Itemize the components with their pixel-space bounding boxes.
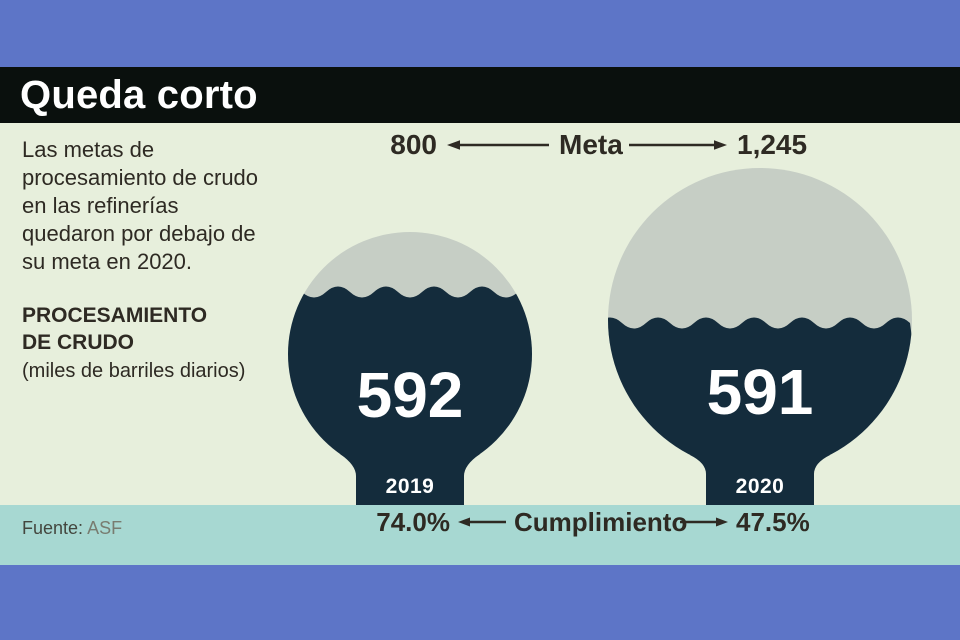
cumplimiento-band: Fuente: ASF: [0, 505, 960, 565]
tank-2019-year-label: 2019: [386, 475, 435, 498]
bottom-frame-bar: [0, 565, 960, 640]
cumplimiento-axis-row: 74.0% Cumplimiento 47.5%: [330, 506, 810, 538]
metric-unit: (miles de barriles diarios): [22, 360, 246, 382]
metric-title-line2: DE CRUDO: [22, 331, 135, 354]
cumplimiento-axis-label: Cumplimiento: [514, 506, 688, 537]
tank-2020-value: 591: [707, 356, 814, 428]
tank-2020-year-label: 2020: [736, 475, 785, 498]
tank-2019-value: 592: [357, 359, 464, 431]
metric-title: PROCESAMIENTO DE CRUDO: [22, 302, 207, 356]
metric-title-line1: PROCESAMIENTO: [22, 304, 208, 327]
meta-axis-label: Meta: [559, 129, 623, 160]
source-note: Fuente: ASF: [22, 518, 122, 539]
title-bar: Queda corto: [0, 67, 960, 123]
cumplimiento-value-2020: 47.5%: [736, 506, 810, 537]
tank-2019-water: [288, 286, 532, 476]
meta-axis-row: 800 Meta 1,245: [340, 129, 810, 161]
intro-text: Las metas de procesamiento de crudo en l…: [22, 137, 259, 274]
cumplimiento-value-2019: 74.0%: [376, 506, 450, 537]
meta-arrow-right-icon: [629, 140, 727, 150]
top-frame-bar: [0, 0, 960, 67]
source-label: Fuente:: [22, 518, 84, 538]
meta-arrow-left-icon: [447, 140, 549, 150]
page-title: Queda corto: [20, 72, 258, 117]
meta-value-2020: 1,245: [737, 129, 808, 160]
cumplimiento-arrow-right-icon: [680, 517, 728, 527]
cumplimiento-arrow-left-icon: [458, 517, 506, 527]
tank-2020: 591 2020: [608, 168, 912, 506]
meta-value-2019: 800: [390, 129, 437, 160]
tank-2020-stem: [690, 455, 830, 506]
tank-2019: 592 2019: [288, 232, 532, 506]
tank-2019-stem: [340, 454, 480, 506]
source-value: ASF: [87, 518, 123, 538]
